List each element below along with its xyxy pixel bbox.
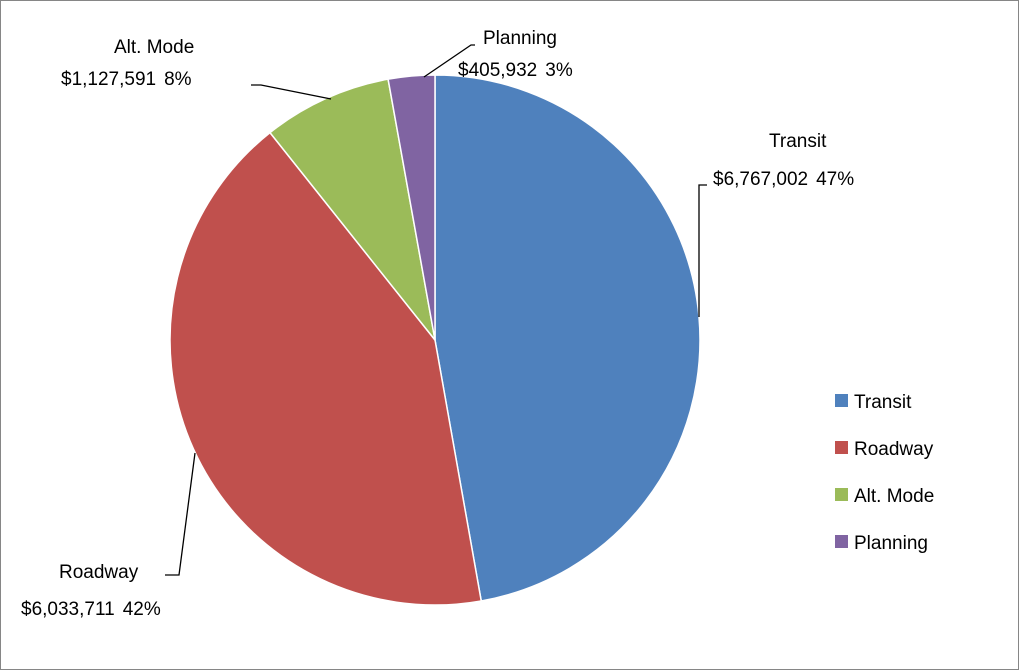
data-label-alt-mode-value: $1,127,591 8% bbox=[61, 69, 192, 90]
leader-line-transit bbox=[698, 184, 707, 317]
legend: Transit Roadway Alt. Mode Planning bbox=[835, 392, 934, 554]
data-label-transit-name: Transit bbox=[769, 131, 827, 152]
legend-item-roadway: Roadway bbox=[835, 439, 934, 460]
pie-slice-planning bbox=[387, 74, 436, 341]
pie-slices bbox=[169, 74, 701, 606]
data-label-planning-name: Planning bbox=[483, 28, 557, 49]
leader-line-roadway bbox=[165, 452, 196, 576]
data-label-roadway-value: $6,033,711 42% bbox=[21, 599, 161, 620]
legend-label-transit: Transit bbox=[854, 392, 912, 413]
legend-item-transit: Transit bbox=[835, 392, 912, 413]
data-label-alt-mode-name: Alt. Mode bbox=[114, 37, 194, 58]
leader-line-planning bbox=[423, 44, 475, 78]
pie-slice-roadway bbox=[169, 131, 483, 606]
legend-label-planning: Planning bbox=[854, 533, 928, 554]
data-label-planning: Planning $405,932 3% bbox=[458, 28, 573, 81]
data-label-alt-mode: Alt. Mode $1,127,591 8% bbox=[61, 37, 194, 90]
legend-item-alt-mode: Alt. Mode bbox=[835, 486, 934, 507]
legend-swatch-alt-mode bbox=[835, 488, 848, 501]
data-label-roadway: Roadway $6,033,711 42% bbox=[21, 562, 161, 620]
data-label-transit-value: $6,767,002 47% bbox=[713, 169, 854, 190]
legend-swatch-transit bbox=[835, 394, 848, 407]
legend-swatch-roadway bbox=[835, 441, 848, 454]
pie-slice-transit bbox=[434, 74, 701, 602]
data-label-roadway-name: Roadway bbox=[59, 562, 139, 583]
legend-label-alt-mode: Alt. Mode bbox=[854, 486, 934, 507]
leader-line-alt-mode bbox=[251, 84, 332, 100]
legend-swatch-planning bbox=[835, 535, 848, 548]
data-label-transit: Transit $6,767,002 47% bbox=[713, 131, 854, 190]
data-label-planning-value: $405,932 3% bbox=[458, 60, 573, 81]
legend-label-roadway: Roadway bbox=[854, 439, 934, 460]
legend-item-planning: Planning bbox=[835, 533, 928, 554]
